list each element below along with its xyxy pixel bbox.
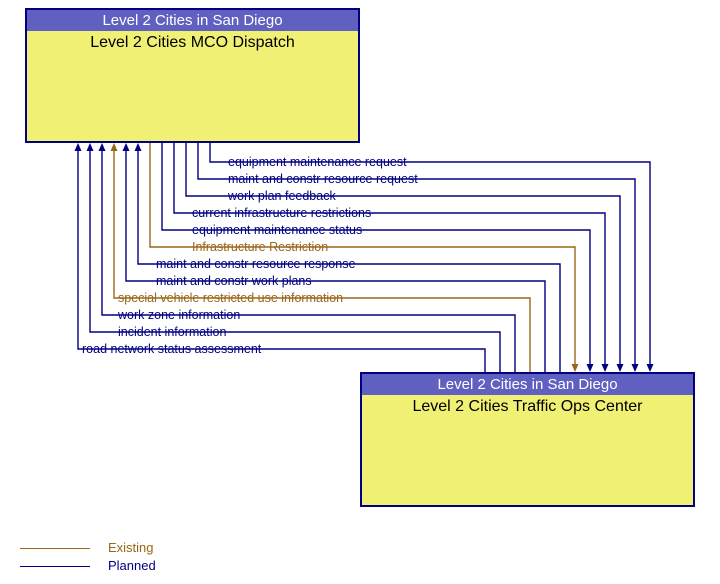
bottom-entity-title: Level 2 Cities Traffic Ops Center: [362, 395, 693, 419]
flow-label: maint and constr work plans: [156, 274, 312, 288]
legend-existing-label: Existing: [108, 540, 154, 555]
legend-planned-line: [20, 566, 90, 567]
flow-label: road network status assessment: [82, 342, 261, 356]
top-entity-box: Level 2 Cities in San Diego Level 2 Citi…: [25, 8, 360, 143]
flow-label: work plan feedback: [228, 189, 336, 203]
legend-planned-label: Planned: [108, 558, 156, 573]
legend-existing: Existing: [20, 540, 154, 555]
flow-label: incident information: [118, 325, 226, 339]
top-entity-title: Level 2 Cities MCO Dispatch: [27, 31, 358, 55]
flow-label: special vehicle restricted use informati…: [118, 291, 343, 305]
top-entity-header: Level 2 Cities in San Diego: [27, 10, 358, 31]
flow-label: maint and constr resource request: [228, 172, 418, 186]
flow-label: Infrastructure Restriction: [192, 240, 328, 254]
flow-label: current infrastructure restrictions: [192, 206, 371, 220]
flow-label: equipment maintenance request: [228, 155, 407, 169]
flow-label: maint and constr resource response: [156, 257, 355, 271]
flow-label: work zone information: [118, 308, 240, 322]
bottom-entity-box: Level 2 Cities in San Diego Level 2 Citi…: [360, 372, 695, 507]
legend-planned: Planned: [20, 558, 156, 573]
legend-existing-line: [20, 548, 90, 549]
bottom-entity-header: Level 2 Cities in San Diego: [362, 374, 693, 395]
flow-label: equipment maintenance status: [192, 223, 362, 237]
